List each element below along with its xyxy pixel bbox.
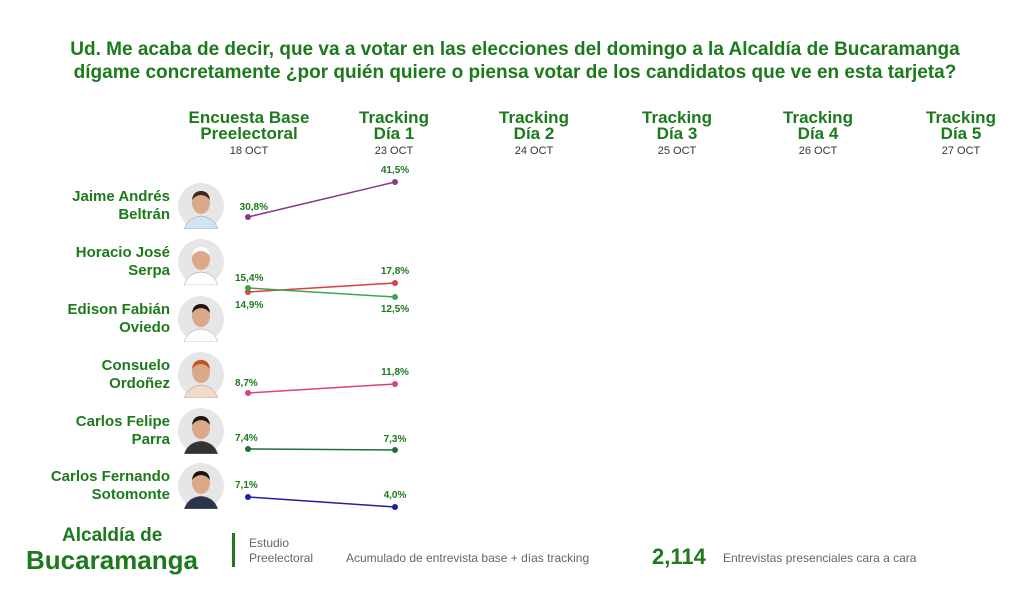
candidate-name-line1: Carlos Fernando: [50, 468, 170, 485]
series-line: [247, 287, 396, 298]
candidate-name-line1: Horacio José: [75, 244, 170, 261]
footer-divider: [232, 533, 235, 567]
page-title: Ud. Me acaba de decir, que va a votar en…: [70, 39, 960, 83]
data-point: [392, 280, 398, 286]
column-header-line2: Día 1: [373, 124, 415, 143]
jaime-andres-beltran-photo: [178, 183, 224, 230]
candidate-name: Jaime Andrés Beltrán: [10, 188, 170, 224]
column-header-line2: Día 2: [513, 124, 555, 143]
column-header-3: Tracking Día 3 25 OCT: [607, 108, 747, 157]
candidate-name-line2: Beltrán: [118, 206, 170, 223]
study-label: Estudio Preelectoral: [249, 536, 314, 565]
data-point: [392, 504, 398, 510]
column-header-line2: Día 5: [940, 124, 982, 143]
column-header-4: Tracking Día 4 26 OCT: [748, 108, 888, 157]
column-header-line2: Día 4: [797, 124, 839, 143]
data-label: 7,1%: [235, 480, 258, 491]
consuelo-ordonez-photo: [178, 352, 224, 399]
data-point: [245, 494, 251, 500]
column-header-line1: Tracking: [926, 108, 996, 127]
data-label: 12,5%: [381, 304, 409, 315]
data-label: 30,8%: [240, 202, 268, 213]
series-line: [247, 282, 396, 293]
method-label: Entrevistas presenciales cara a cara: [723, 551, 917, 565]
column-header-line1: Encuesta Base: [188, 108, 310, 127]
candidate-name: Consuelo Ordoñez: [10, 357, 170, 393]
data-point: [245, 390, 251, 396]
carlos-fernando-sotomonte-photo: [178, 463, 224, 510]
data-label: 7,4%: [235, 433, 258, 444]
horacio-jose-serpa-photo: [178, 239, 224, 286]
column-header-line2: Preelectoral: [200, 124, 298, 143]
data-label: 7,3%: [384, 434, 407, 445]
data-label: 4,0%: [384, 490, 407, 501]
column-header-5: Tracking Día 5 27 OCT: [891, 108, 1024, 157]
data-point: [245, 446, 251, 452]
data-point: [392, 447, 398, 453]
accumulated-label: Acumulado de entrevista base + días trac…: [346, 551, 590, 565]
data-point: [245, 214, 251, 220]
candidate-name-line1: Edison Fabián: [67, 301, 170, 318]
carlos-felipe-parra-photo: [178, 408, 224, 455]
total-interviews: 2,114: [652, 544, 706, 569]
candidate-name: Horacio José Serpa: [10, 244, 170, 280]
column-header-date: 24 OCT: [514, 145, 554, 157]
column-header-1: Tracking Día 1 23 OCT: [324, 108, 464, 157]
series-line: [247, 448, 396, 451]
data-label: 8,7%: [235, 378, 258, 389]
candidate-name-line1: Carlos Felipe: [75, 413, 170, 430]
data-label: 14,9%: [235, 300, 263, 311]
candidate-name-line2: Oviedo: [119, 319, 170, 336]
data-label: 41,5%: [381, 165, 409, 176]
brand-line1: Alcaldía de: [62, 525, 163, 546]
series-line: [247, 383, 396, 394]
data-point: [245, 285, 251, 291]
data-point: [392, 179, 398, 185]
column-header-line1: Tracking: [499, 108, 569, 127]
column-header-date: 23 OCT: [374, 145, 414, 157]
column-header-line1: Tracking: [642, 108, 712, 127]
data-point: [392, 294, 398, 300]
column-header-date: 26 OCT: [798, 145, 838, 157]
column-header-date: 18 OCT: [229, 145, 269, 157]
series-line: [247, 181, 396, 218]
candidate-name: Carlos Felipe Parra: [10, 413, 170, 449]
series-line: [247, 496, 396, 508]
brand-line2: Bucaramanga: [26, 545, 198, 575]
column-header-date: 25 OCT: [657, 145, 697, 157]
column-header-line1: Tracking: [359, 108, 429, 127]
data-label: 17,8%: [381, 266, 409, 277]
edison-fabian-oviedo-photo: [178, 296, 224, 343]
candidate-name-line1: Jaime Andrés: [72, 188, 170, 205]
column-header-date: 27 OCT: [941, 145, 981, 157]
candidate-name-line2: Parra: [131, 431, 170, 448]
candidate-name-line2: Ordoñez: [109, 375, 170, 392]
data-point: [392, 381, 398, 387]
candidate-name-line2: Serpa: [128, 262, 170, 279]
column-header-2: Tracking Día 2 24 OCT: [464, 108, 604, 157]
data-label: 15,4%: [235, 273, 263, 284]
candidate-name: Carlos Fernando Sotomonte: [10, 468, 170, 504]
candidate-name-line1: Consuelo: [101, 357, 170, 374]
candidate-name: Edison Fabián Oviedo: [10, 301, 170, 337]
column-header-line2: Día 3: [656, 124, 698, 143]
column-header-0: Encuesta Base Preelectoral 18 OCT: [179, 108, 319, 157]
data-label: 11,8%: [381, 367, 409, 378]
candidate-name-line2: Sotomonte: [91, 486, 170, 503]
column-header-line1: Tracking: [783, 108, 853, 127]
